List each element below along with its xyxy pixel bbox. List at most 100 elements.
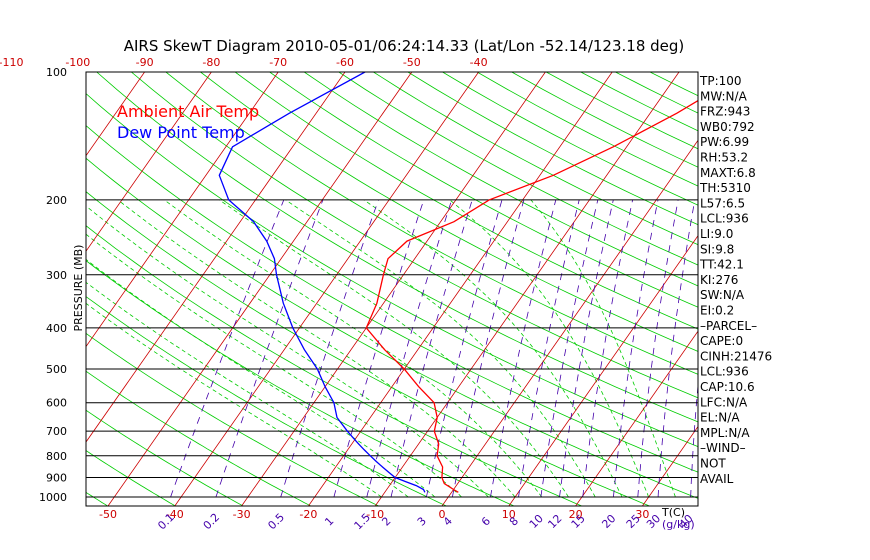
index-item: PW:6.99 [700,135,749,149]
index-item: –WIND– [700,441,746,455]
dry-adiabat-line [86,450,176,506]
dry-adiabat-line [86,296,447,506]
index-item: MAXT:6.8 [700,166,756,180]
bottom-temp-tick-label: 10 [502,508,516,521]
isotherm-line [575,330,698,506]
legend-temperature: Ambient Air Temp [117,102,259,121]
pressure-tick-label: 800 [46,450,67,463]
index-item: RH:53.2 [700,151,748,165]
dry-adiabat-line [234,72,698,330]
isotherm-line [86,72,145,157]
pressure-tick-label: 900 [46,472,67,485]
dry-adiabat-line [165,72,698,375]
legend-dewpoint: Dew Point Temp [117,123,245,142]
index-item: KI:276 [700,273,738,287]
bottom-temp-tick-label: 0 [439,508,446,521]
plot-frame [85,71,699,507]
index-item: MPL:N/A [700,426,750,440]
bottom-temp-tick-label: -10 [366,508,384,521]
isotherm-line [508,235,698,506]
isotherm-line [642,425,698,506]
index-item: SW:N/A [700,288,745,302]
dry-adiabat-line [86,370,311,506]
pressure-tick-label: 700 [46,425,67,438]
temperature-profile-line [365,99,698,493]
isotherm-line [86,72,279,348]
top-temp-tick-label: -40 [470,56,488,69]
pressure-tick-label: 1000 [39,491,67,504]
isotherm-line [86,72,346,443]
top-temp-tick-label: -60 [336,56,354,69]
pressure-tick-label: 400 [46,322,67,335]
index-item: LCL:936 [700,212,749,226]
top-temp-tick-label: -90 [136,56,154,69]
mixing-ratio-line [170,199,285,498]
index-item: NOT [700,457,726,471]
pressure-tick-label: 300 [46,269,67,282]
isotherm-line [308,72,613,506]
bottom-axis-label: T(C) [661,506,685,519]
moist-adiabat-line [86,258,436,498]
index-item: WB0:792 [700,120,755,134]
pressure-tick-label: 100 [46,66,67,79]
index-item: LCL:936 [700,365,749,379]
index-item: L57:6.5 [700,196,745,210]
dry-adiabat-line [131,72,698,399]
dry-adiabat-line [86,409,244,506]
dry-adiabat-line [86,157,698,499]
dry-adiabat-line [338,72,698,266]
index-item: CAPE:0 [700,334,743,348]
top-temp-tick-label: -50 [403,56,421,69]
dry-adiabat-line [96,72,698,423]
bottom-temp-tick-label: -50 [99,508,117,521]
index-item: SI:9.8 [700,242,734,256]
mixing-ratio-unit-label: (g/kg) [662,518,695,531]
top-temp-tick-label: -100 [65,56,90,69]
isotherm-line [241,72,546,506]
pressure-tick-label: 200 [46,194,67,207]
isotherm-line [86,72,212,252]
index-item: TP:100 [699,74,742,88]
top-temp-tick-label: -80 [202,56,220,69]
isotherm-line [107,72,413,506]
dry-adiabat-line [303,72,698,287]
dewpoint-profile-line [218,72,426,493]
dry-adiabat-line [86,332,379,506]
index-item: CINH:21476 [700,349,772,363]
moist-adiabat-line [86,233,462,498]
index-item: –PARCEL– [700,319,757,333]
pressure-tick-label: 500 [46,363,67,376]
bottom-temp-tick-label: -40 [166,508,184,521]
pressure-tick-label: 600 [46,397,67,410]
index-item: MW:N/A [700,89,748,103]
top-temp-tick-label: -110 [0,56,23,69]
bottom-temp-tick-label: -30 [233,508,251,521]
mixing-ratio-line [280,199,379,498]
isotherm-line [174,72,479,506]
dry-adiabat-line [200,72,698,352]
index-item: CAP:10.6 [700,380,755,394]
top-temp-tick-label: -70 [269,56,287,69]
dry-adiabat-line [269,72,698,308]
dry-adiabat-line [86,225,582,506]
index-item: AVAIL [700,472,734,486]
plot-area [86,72,698,506]
index-item: LFC:N/A [700,395,748,409]
bottom-temp-tick-label: 30 [635,508,649,521]
chart-title: AIRS SkewT Diagram 2010-05-01/06:24:14.3… [124,37,685,55]
index-item: EL:N/A [700,411,740,425]
dry-adiabat-line [86,93,698,448]
y-axis-label: PRESSURE (MB) [72,245,85,332]
index-item: LI:9.0 [700,227,733,241]
moist-adiabat-line [449,199,650,498]
index-item: TH:5310 [699,181,751,195]
bottom-temp-tick-label: -20 [299,508,317,521]
isotherm-line [374,72,680,506]
dry-adiabat-line [86,191,650,506]
bottom-temp-tick-label: 20 [569,508,583,521]
mixing-ratio-line [215,199,324,498]
moist-adiabat-line [117,199,516,498]
dry-adiabat-line [86,260,515,506]
